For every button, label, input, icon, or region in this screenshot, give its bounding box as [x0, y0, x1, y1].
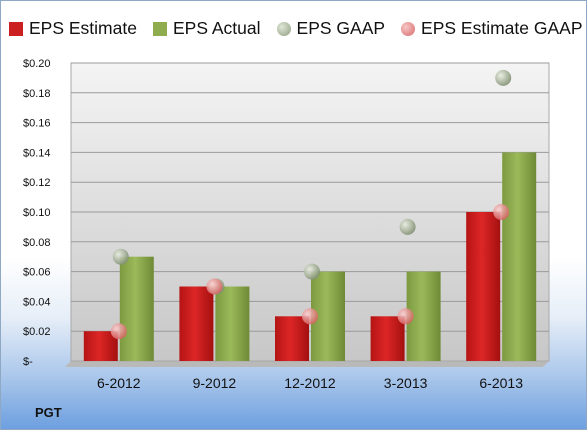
- legend-swatch-eps-estimate-gaap: [401, 21, 416, 36]
- marker-eps-gaap: [304, 263, 320, 280]
- y-tick-label: $0.10: [23, 207, 51, 219]
- y-tick-label: $0.08: [23, 237, 51, 249]
- x-tick-label: 3-2013: [384, 375, 428, 391]
- y-tick-label: $0.18: [23, 88, 51, 100]
- y-tick-label: $0.20: [23, 58, 51, 70]
- bar-eps-actual: [215, 286, 250, 361]
- y-tick-label: $0.14: [23, 147, 51, 159]
- legend-item-eps-estimate-gaap: EPS Estimate GAAP: [401, 18, 583, 39]
- legend-swatch-eps-gaap: [276, 21, 291, 36]
- marker-eps-estimate-gaap: [397, 308, 414, 325]
- x-tick-label: 6-2013: [479, 375, 523, 391]
- bar-eps-estimate: [275, 316, 309, 361]
- marker-eps-estimate-gaap: [110, 323, 127, 340]
- legend-item-eps-actual: EPS Actual: [152, 18, 261, 39]
- marker-eps-estimate-gaap: [493, 204, 510, 220]
- legend-label-eps-estimate-gaap: EPS Estimate GAAP: [421, 18, 583, 38]
- y-tick-label: $0.02: [23, 326, 51, 338]
- legend-label-eps-estimate: EPS Estimate: [29, 18, 137, 38]
- y-tick-label: $0.12: [23, 177, 51, 189]
- legend: EPS Estimate EPS Actual EPS GAAP EPS Est…: [9, 18, 583, 39]
- plot-floor: [65, 361, 549, 367]
- x-tick-label: 9-2012: [193, 375, 237, 391]
- bar-eps-actual: [119, 256, 154, 361]
- bar-eps-estimate: [83, 331, 118, 361]
- marker-eps-estimate-gaap: [206, 278, 223, 295]
- y-tick-label: $-: [23, 356, 33, 368]
- legend-item-eps-gaap: EPS GAAP: [276, 18, 386, 39]
- bar-eps-actual: [502, 152, 537, 361]
- ticker-label: PGT: [35, 405, 62, 420]
- legend-swatch-eps-actual: [152, 21, 167, 36]
- x-tick-label: 12-2012: [284, 375, 336, 391]
- marker-eps-estimate-gaap: [302, 308, 318, 325]
- legend-item-eps-estimate: EPS Estimate: [9, 18, 137, 39]
- marker-eps-gaap: [495, 69, 512, 86]
- x-tick-label: 6-2012: [97, 375, 141, 391]
- legend-swatch-eps-estimate: [9, 21, 23, 36]
- bar-eps-estimate: [370, 316, 405, 361]
- y-tick-label: $0.06: [23, 267, 51, 279]
- marker-eps-gaap: [112, 248, 129, 265]
- legend-label-eps-actual: EPS Actual: [172, 18, 261, 38]
- bar-eps-estimate: [179, 286, 214, 361]
- y-tick-label: $0.16: [23, 118, 51, 130]
- bar-eps-estimate: [466, 212, 501, 361]
- marker-eps-gaap: [399, 218, 416, 235]
- y-tick-label: $0.04: [23, 296, 51, 308]
- legend-label-eps-gaap: EPS GAAP: [296, 18, 386, 38]
